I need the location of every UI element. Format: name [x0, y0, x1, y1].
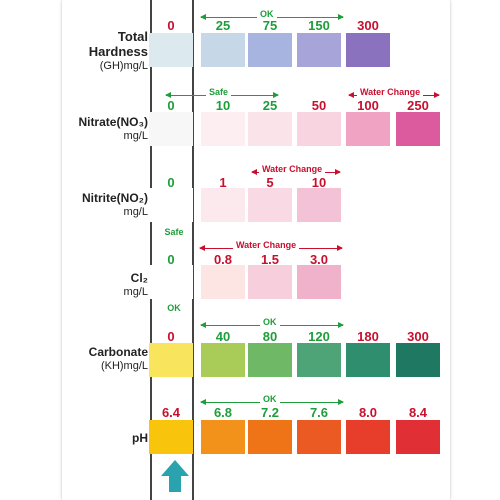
strip-guide-line-right: [192, 0, 194, 500]
param-name: Cl₂: [130, 271, 148, 285]
param-unit: (GH)mg/L: [99, 59, 148, 72]
param-label-ph: pH: [132, 431, 148, 446]
no3-color-swatch: [201, 112, 245, 146]
param-unit: mg/L: [123, 205, 148, 218]
param-name: Nitrate(NO₃): [78, 115, 148, 129]
ph-value-label: 8.4: [408, 405, 428, 420]
ok-label-ph: OK: [260, 394, 280, 404]
param-label-nitrate: Nitrate(NO₃) mg/L: [78, 115, 148, 142]
ph-color-swatch: [201, 420, 245, 454]
param-name: Total: [117, 29, 148, 44]
cl-color-swatch: [149, 265, 193, 299]
param-name: Nitrite(NO₂): [82, 191, 148, 205]
ph-value-label: 8.0: [358, 405, 378, 420]
kh-value-label: 0: [167, 329, 175, 344]
ok-label-gh: OK: [257, 9, 277, 19]
param-label-chlorine: Cl₂ mg/L: [123, 271, 148, 298]
water-change-label-no3: Water Change: [357, 87, 424, 97]
water-change-label-cl: Water Change: [233, 240, 300, 250]
param-label-carbonate: Carbonate (KH)mg/L: [88, 345, 148, 372]
kh-color-swatch: [346, 343, 390, 377]
no2-color-swatch: [248, 188, 292, 222]
no2-value-label: 10: [311, 175, 327, 190]
no3-value-label: 50: [311, 98, 327, 113]
param-label-nitrite: Nitrite(NO₂) mg/L: [82, 191, 148, 218]
cl-value-label: 0: [167, 252, 175, 267]
no3-value-label: 250: [407, 98, 429, 113]
no2-color-swatch: [201, 188, 245, 222]
no2-value-label: 1: [219, 175, 227, 190]
no2-value-label: 0: [167, 175, 175, 190]
safe-label-no3: Safe: [206, 87, 232, 97]
no3-color-swatch: [149, 112, 193, 146]
gh-value-label: 300: [357, 18, 379, 33]
ph-color-swatch: [149, 420, 193, 454]
gh-value-label: 25: [215, 18, 231, 33]
ph-color-swatch: [297, 420, 341, 454]
param-unit: (KH)mg/L: [100, 359, 148, 372]
gh-value-label: 0: [167, 18, 175, 33]
kh-value-label: 80: [262, 329, 278, 344]
param-unit: mg/L: [123, 129, 148, 142]
ph-value-label: 7.6: [309, 405, 329, 420]
cl-value-label: 0.8: [213, 252, 233, 267]
no2-value-label: 5: [266, 175, 274, 190]
kh-value-label: 180: [357, 329, 379, 344]
ok-label-cl-kh: OK: [167, 303, 181, 313]
no3-value-label: 0: [167, 98, 175, 113]
no3-value-label: 10: [215, 98, 231, 113]
no2-color-swatch: [149, 188, 193, 222]
param-name-line2: Hardness: [88, 43, 148, 59]
no3-value-label: 25: [262, 98, 278, 113]
no2-color-swatch: [297, 188, 341, 222]
water-change-label-no2: Water Change: [259, 164, 326, 174]
kh-color-swatch: [149, 343, 193, 377]
cl-value-label: 1.5: [260, 252, 280, 267]
kh-color-swatch: [248, 343, 292, 377]
safe-label-no2-cl: Safe: [164, 227, 184, 237]
gh-color-swatch: [297, 33, 341, 67]
ph-color-swatch: [248, 420, 292, 454]
gh-color-swatch: [346, 33, 390, 67]
cl-color-swatch: [201, 265, 245, 299]
no3-value-label: 100: [357, 98, 379, 113]
gh-color-swatch: [248, 33, 292, 67]
no3-color-swatch: [248, 112, 292, 146]
kh-color-swatch: [297, 343, 341, 377]
kh-value-label: 300: [407, 329, 429, 344]
kh-color-swatch: [201, 343, 245, 377]
gh-color-swatch: [149, 33, 193, 67]
param-name: pH: [132, 431, 148, 445]
no3-color-swatch: [396, 112, 440, 146]
ph-value-label: 6.4: [161, 405, 181, 420]
param-name: Carbonate: [88, 345, 148, 359]
test-strip-color-chart: [62, 0, 450, 500]
no3-color-swatch: [297, 112, 341, 146]
cl-value-label: 3.0: [309, 252, 329, 267]
cl-color-swatch: [297, 265, 341, 299]
param-unit: mg/L: [123, 285, 148, 298]
param-label-total-hardness: Total Hardness (GH)mg/L: [88, 29, 148, 73]
up-arrow-icon: [161, 460, 189, 492]
cl-color-swatch: [248, 265, 292, 299]
strip-guide-line-left: [150, 0, 152, 500]
kh-color-swatch: [396, 343, 440, 377]
gh-value-label: 75: [262, 18, 278, 33]
kh-value-label: 120: [308, 329, 330, 344]
gh-color-swatch: [201, 33, 245, 67]
ok-label-kh: OK: [260, 317, 280, 327]
ph-color-swatch: [396, 420, 440, 454]
kh-value-label: 40: [215, 329, 231, 344]
no3-color-swatch: [346, 112, 390, 146]
gh-value-label: 150: [308, 18, 330, 33]
ph-value-label: 6.8: [213, 405, 233, 420]
ph-value-label: 7.2: [260, 405, 280, 420]
ph-color-swatch: [346, 420, 390, 454]
